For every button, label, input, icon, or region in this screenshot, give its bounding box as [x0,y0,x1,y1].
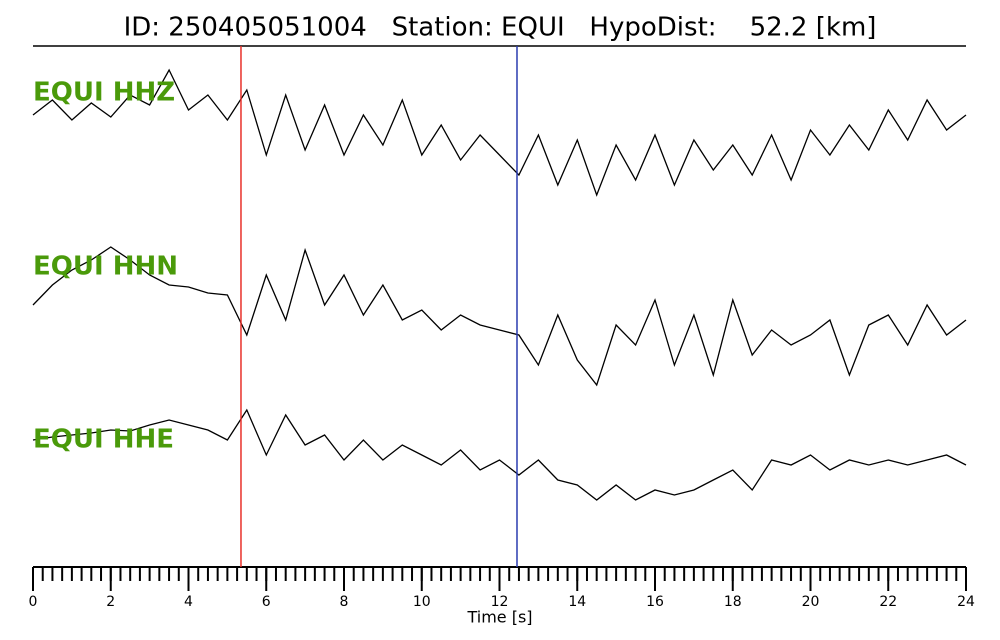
chart-title: ID: 250405051004 Station: EQUI HypoDist:… [124,13,877,43]
x-tick-label: 0 [29,594,38,610]
waveform [32,68,967,197]
x-tick-label: 2 [106,594,115,610]
x-tick-label: 20 [802,594,820,610]
trace-label: EQUI HHE [33,425,174,455]
x-tick-label: 24 [957,594,975,610]
waveform [32,408,967,501]
trace-label: EQUI HHZ [33,78,175,108]
waveform [32,246,967,387]
x-tick-label: 6 [262,594,271,610]
x-axis-label: Time [s] [466,608,532,627]
x-tick-label: 22 [879,594,897,610]
trace-label: EQUI HHN [33,252,178,282]
x-tick-label: 12 [491,594,509,610]
x-tick-label: 10 [413,594,431,610]
x-tick-label: 14 [568,594,586,610]
x-tick-label: 16 [646,594,664,610]
x-tick-label: 8 [340,594,349,610]
x-tick-label: 4 [184,594,193,610]
x-tick-label: 18 [724,594,742,610]
